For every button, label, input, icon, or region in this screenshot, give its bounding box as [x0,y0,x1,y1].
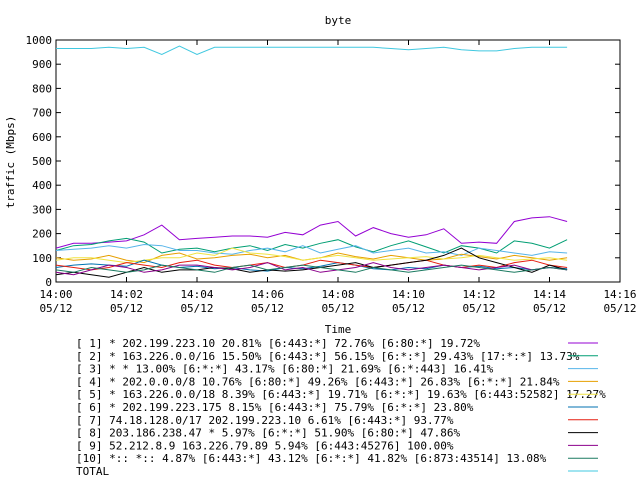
x-tick-date: 05/12 [392,302,425,315]
series-line-6 [55,259,568,272]
y-tick-label: 200 [32,228,52,241]
series-line-8 [55,247,568,278]
legend-label: [ 9] 52.212.8.9 163.226.79.89 5.94% [6:4… [76,439,454,452]
x-tick-time: 14:04 [180,288,213,301]
y-tick-label: 1000 [26,34,53,47]
legend-label: TOTAL [76,465,109,478]
x-tick-time: 14:08 [321,288,354,301]
series-line-7 [55,259,568,271]
series-line-5 [55,247,568,264]
x-tick-time: 14:10 [392,288,425,301]
y-tick-label: 900 [32,58,52,71]
series-line-10 [55,264,568,273]
y-tick-label: 800 [32,82,52,95]
legend-label: [ 4] * 202.0.0.0/8 10.76% [6:80:*] 49.26… [76,375,560,388]
x-axis-label: Time [325,323,352,336]
y-tick-label: 100 [32,252,52,265]
x-tick-date: 05/12 [251,302,284,315]
x-tick-time: 14:14 [533,288,566,301]
legend-label: [10] *:: *:: 4.87% [6:443:*] 43.12% [6:*… [76,452,547,465]
legend-label: [ 2] * 163.226.0.0/16 15.50% [6:443:*] 5… [76,350,580,363]
y-tick-label: 600 [32,131,52,144]
series-line-2 [55,237,568,254]
x-tick-date: 05/12 [603,302,636,315]
x-tick-time: 14:00 [39,288,72,301]
y-tick-label: 0 [45,276,52,289]
series-line-9 [55,262,568,276]
legend-label: [ 8] 203.186.238.47 * 5.97% [6:*:*] 51.9… [76,427,460,440]
x-tick-time: 14:16 [603,288,636,301]
chart-title: byte [325,14,352,27]
x-axis: 14:0005/1214:0205/1214:0405/1214:0605/12… [39,40,637,315]
legend-label: [ 5] * 163.226.0.0/18 8.39% [6:443:*] 19… [76,388,606,401]
legend-label: [ 7] 74.18.128.0/17 202.199.223.10 6.61%… [76,414,454,427]
x-tick-date: 05/12 [110,302,143,315]
x-tick-date: 05/12 [321,302,354,315]
y-axis-label: traffic (Mbps) [4,116,17,209]
y-tick-label: 400 [32,179,52,192]
x-tick-time: 14:12 [462,288,495,301]
y-axis: 0 100 200 300 400 500 600 700 800 900 1000 [26,34,620,289]
legend-label: [ 6] * 202.199.223.175 8.15% [6:443:*] 7… [76,401,474,414]
x-tick-time: 14:06 [251,288,284,301]
y-tick-label: 700 [32,107,52,120]
series-line-1 [55,216,568,249]
x-tick-date: 05/12 [39,302,72,315]
x-tick-date: 05/12 [462,302,495,315]
legend-label: [ 1] * 202.199.223.10 20.81% [6:443:*] 7… [76,337,480,350]
y-tick-label: 500 [32,155,52,168]
y-tick-label: 300 [32,203,52,216]
series-line-11 [56,45,568,56]
x-tick-time: 14:02 [110,288,143,301]
series-line-3 [55,243,568,256]
legend-label: [ 3] * * 13.00% [6:*:*] 43.17% [6:80:*] … [76,363,494,376]
x-tick-date: 05/12 [180,302,213,315]
x-tick-date: 05/12 [533,302,566,315]
series-lines [55,45,568,278]
legend: [ 1] * 202.199.223.10 20.81% [6:443:*] 7… [76,337,606,478]
